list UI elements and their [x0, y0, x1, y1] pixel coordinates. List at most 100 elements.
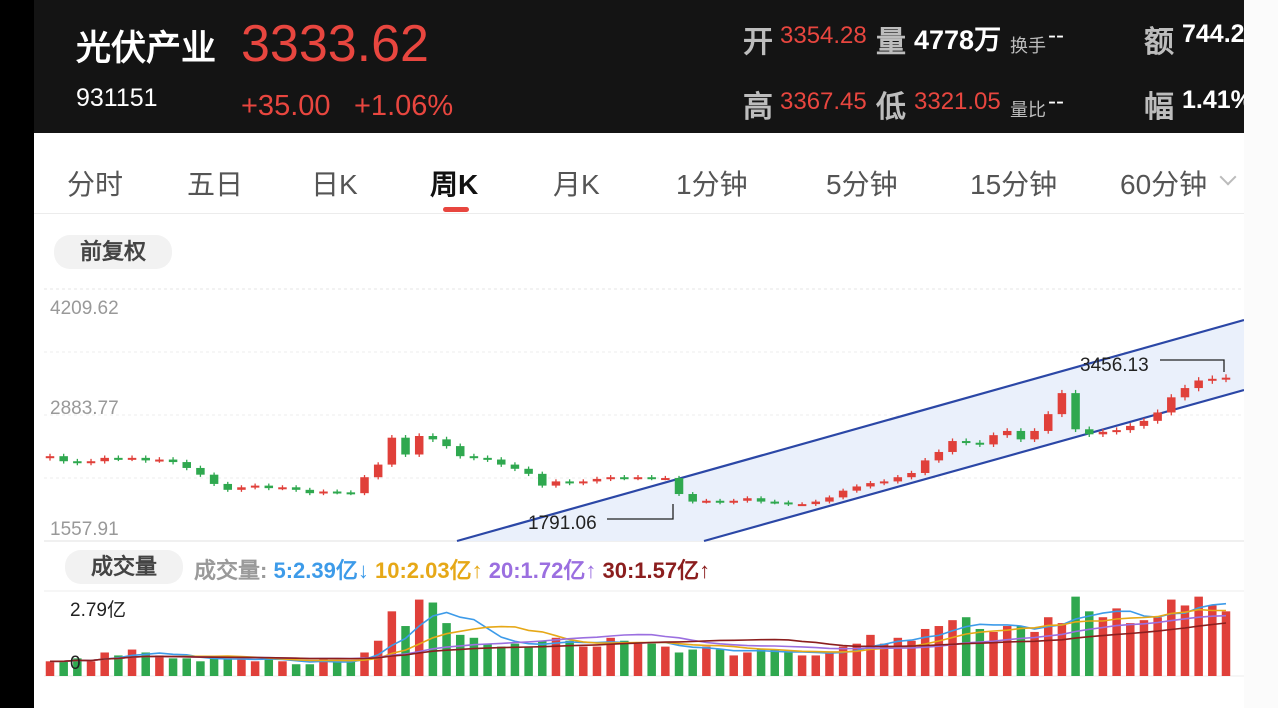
- candle-body: [168, 459, 178, 463]
- volume-bar: [401, 626, 410, 676]
- index-code: 931151: [76, 84, 158, 112]
- candle-body: [209, 474, 219, 484]
- volume-ma5: 5:2.39亿↓: [273, 558, 369, 583]
- candle-body: [278, 487, 287, 490]
- volume-ma-line: [50, 622, 1227, 663]
- candle-body: [237, 487, 246, 490]
- volume-bar: [127, 649, 137, 676]
- low-marker-line: [607, 504, 674, 520]
- kline-chart[interactable]: 4209.62 2883.77 1557.91 2.79亿 0 3456.13 …: [34, 0, 1244, 708]
- volume-bar: [305, 664, 315, 676]
- volume-bar: [688, 649, 697, 676]
- candle-body: [264, 485, 274, 489]
- volume-bar: [1126, 623, 1135, 676]
- volume-bar: [1085, 611, 1094, 676]
- volume-indicator-button[interactable]: 成交量: [65, 550, 183, 584]
- volume-bar: [1030, 631, 1039, 676]
- volume-bar: [1180, 605, 1190, 676]
- volume-bar: [483, 643, 492, 676]
- low-value: 3321.05: [914, 88, 1001, 115]
- adjust-button[interactable]: 前复权: [54, 235, 172, 269]
- volume-axis-top: 2.79亿: [70, 599, 126, 621]
- candle-body: [961, 441, 971, 444]
- tab-15min[interactable]: 15分钟: [970, 169, 1058, 200]
- candle-body: [989, 435, 998, 445]
- volume-ma-lines: [50, 602, 1227, 663]
- candle-body: [907, 473, 916, 478]
- volume-bar-group: [45, 596, 1231, 676]
- open-value: 3354.28: [780, 22, 867, 49]
- volume-bar: [743, 652, 752, 676]
- volume-bar: [1043, 617, 1053, 676]
- tab-monthly-k[interactable]: 月K: [553, 169, 600, 200]
- low-label: 低: [876, 91, 906, 124]
- period-tabs: 分时 五日 日K 周K 月K 1分钟 5分钟 15分钟 60分钟: [34, 133, 1244, 214]
- screen-edge: [1244, 0, 1278, 708]
- price-axis-top: 4209.62: [50, 298, 119, 319]
- volume-bar: [1208, 605, 1217, 676]
- volume-bar: [1098, 617, 1108, 676]
- candle-body: [1002, 430, 1012, 436]
- volume-bar: [510, 643, 520, 676]
- volume-axis-bottom: 0: [70, 653, 81, 674]
- volume-bar: [264, 658, 274, 676]
- volume-bar: [674, 652, 684, 676]
- volume-bar: [45, 661, 55, 676]
- volume-bar: [469, 637, 479, 676]
- volume-bar: [1221, 611, 1231, 676]
- tab-daily-k[interactable]: 日K: [311, 169, 358, 200]
- candle-body: [59, 456, 68, 462]
- amount-label: 额: [1144, 26, 1174, 59]
- tab-60min[interactable]: 60分钟: [1120, 169, 1208, 200]
- candle-body: [770, 501, 779, 504]
- candle-body: [1208, 378, 1217, 381]
- tab-five-day[interactable]: 五日: [187, 169, 244, 200]
- tab-weekly-k[interactable]: 周K: [430, 169, 479, 200]
- volume-bar: [1139, 620, 1149, 676]
- volume-bar: [756, 649, 766, 676]
- volume-bar: [86, 661, 96, 676]
- candle-body: [1071, 393, 1080, 430]
- candle-body: [797, 504, 807, 507]
- app-window: 光伏产业 931151 3333.62 +35.00 +1.06% 开 3354…: [34, 0, 1244, 708]
- volume-bar: [620, 640, 629, 676]
- volume-bar: [1153, 617, 1162, 676]
- tab-5min[interactable]: 5分钟: [826, 169, 898, 200]
- volume-bar: [100, 652, 109, 676]
- candle-body: [45, 456, 55, 459]
- volume-bar: [59, 661, 68, 676]
- candle-body: [1167, 397, 1176, 413]
- volume-bar: [1194, 596, 1203, 676]
- volume-bar: [907, 640, 916, 676]
- tab-intraday[interactable]: 分时: [67, 169, 124, 200]
- price-change-pct: +1.06%: [354, 90, 454, 122]
- open-label: 开: [743, 26, 773, 59]
- candle-body: [373, 464, 383, 478]
- volume-bar: [825, 652, 834, 676]
- candle-body: [825, 497, 834, 502]
- volume-bar: [879, 643, 889, 676]
- candle-body: [715, 500, 725, 503]
- candle-body: [620, 477, 629, 480]
- candle-body: [702, 500, 711, 503]
- candle-body: [1085, 429, 1094, 435]
- volume-bar: [838, 646, 848, 676]
- tab-1min[interactable]: 1分钟: [676, 169, 748, 200]
- candle-body: [811, 501, 821, 505]
- candle-body: [1030, 430, 1039, 440]
- candle-body: [510, 464, 520, 469]
- candle-body: [948, 441, 957, 452]
- candle-body: [893, 477, 903, 482]
- volume-label: 量: [876, 26, 906, 59]
- candle-body: [1221, 377, 1231, 380]
- candle-body: [866, 483, 875, 487]
- candle-body: [538, 473, 547, 486]
- volume-bar: [455, 634, 465, 676]
- candle-body: [1139, 420, 1149, 426]
- amplitude-label: 幅: [1144, 91, 1174, 124]
- candle-body: [934, 451, 944, 461]
- candle-body: [127, 457, 137, 460]
- current-price: 3333.62: [241, 15, 429, 73]
- price-axis-mid: 2883.77: [50, 398, 119, 419]
- volume-bar: [360, 652, 369, 676]
